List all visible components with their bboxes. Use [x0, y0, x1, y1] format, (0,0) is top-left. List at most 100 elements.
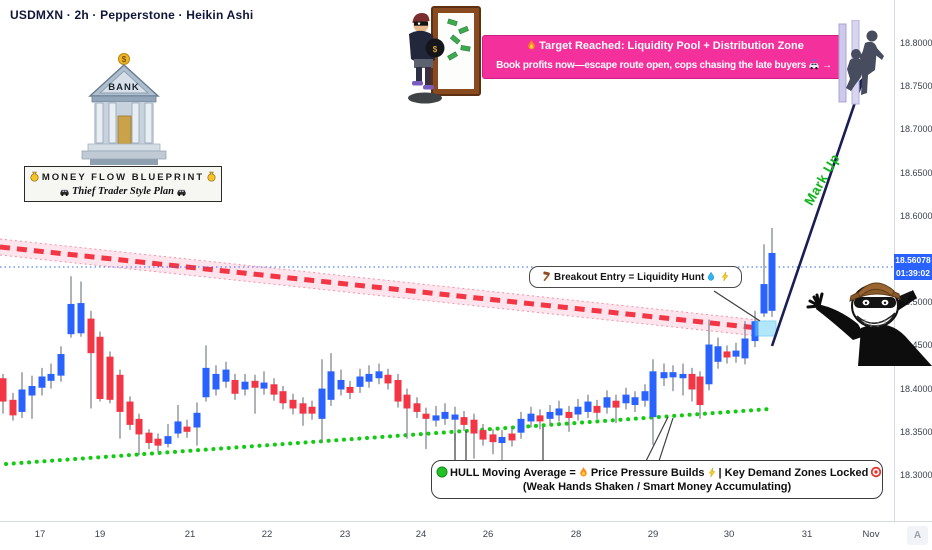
- candle: [394, 379, 402, 402]
- target-banner[interactable]: Target Reached: Liquidity Pool + Distrib…: [483, 36, 845, 78]
- candle: [741, 338, 749, 359]
- candle: [760, 284, 768, 314]
- candle: [183, 426, 191, 432]
- candle: [116, 374, 124, 412]
- car-icon: [177, 189, 186, 196]
- candle: [9, 399, 17, 416]
- time-axis-label: 23: [339, 529, 351, 540]
- banner-line1: Target Reached: Liquidity Pool + Distrib…: [539, 40, 804, 52]
- candle: [47, 373, 55, 381]
- price-axis-label: 18.80000: [900, 38, 932, 48]
- money-bag-icon: [30, 171, 39, 182]
- time-axis-label: 26: [482, 529, 494, 540]
- time-axis-label: 31: [801, 529, 813, 540]
- candle: [489, 434, 497, 443]
- candle: [164, 436, 172, 444]
- candle: [441, 411, 449, 419]
- candle: [432, 415, 440, 421]
- time-axis-label: 21: [184, 529, 196, 540]
- candle: [422, 413, 430, 419]
- blueprint-subtitle: Thief Trader Style Plan: [72, 185, 174, 197]
- time-axis-label: 29: [647, 529, 659, 540]
- time-axis-label: 22: [261, 529, 273, 540]
- candle: [688, 373, 696, 390]
- breakout-callout[interactable]: Breakout Entry = Liquidity Hunt: [529, 266, 743, 288]
- candle: [28, 386, 36, 396]
- breakout-text: Breakout Entry = Liquidity Hunt: [554, 272, 705, 283]
- candle: [270, 384, 278, 395]
- candle: [517, 418, 525, 433]
- candle: [660, 372, 668, 379]
- price-axis-label: 18.65000: [900, 167, 932, 178]
- candle: [222, 369, 230, 382]
- candle: [18, 389, 26, 412]
- candle: [77, 303, 85, 334]
- candle: [241, 381, 249, 390]
- candle: [38, 376, 46, 388]
- time-axis-label: 17: [34, 529, 46, 540]
- candle: [308, 406, 316, 414]
- candle: [57, 354, 65, 376]
- arrow-right-icon: →: [822, 60, 832, 71]
- candle: [193, 412, 201, 428]
- candle: [593, 405, 601, 413]
- candle: [631, 397, 639, 406]
- blueprint-label[interactable]: MONEY FLOW BLUEPRINT Thief Trader Style …: [24, 166, 222, 202]
- candle: [622, 394, 630, 404]
- candle: [384, 374, 392, 384]
- cops-illustration: [838, 20, 884, 105]
- price-axis-label: 18.45000: [900, 340, 932, 351]
- candle: [508, 433, 516, 441]
- candle: [356, 376, 364, 387]
- flame-icon: [528, 39, 535, 50]
- candle: [479, 430, 487, 440]
- candle: [413, 403, 421, 412]
- time-axis[interactable]: 17 19 21 22 23 24 26 28 29 30 31 Nov: [0, 521, 932, 550]
- hull-text-3: | Key Demand Zones Locked: [718, 467, 869, 479]
- candle: [574, 406, 582, 415]
- resistance-trendline: [0, 244, 759, 331]
- candle: [732, 350, 740, 357]
- candle: [251, 380, 259, 388]
- candle: [260, 382, 268, 389]
- car-icon: [60, 189, 69, 196]
- candle: [584, 401, 592, 412]
- lightning-icon: [722, 271, 729, 282]
- candle: [126, 401, 134, 425]
- hull-text-2: Price Pressure Builds: [590, 467, 705, 479]
- lightning-icon: [708, 467, 715, 478]
- candle: [327, 371, 335, 400]
- candle: [106, 356, 114, 400]
- candle: [365, 373, 373, 382]
- candle: [145, 432, 153, 444]
- grinning-thief-illustration: [806, 282, 932, 366]
- candle: [202, 367, 210, 398]
- candle: [212, 373, 220, 390]
- candle: [337, 379, 345, 390]
- candle: [705, 344, 713, 385]
- candle: [0, 378, 7, 402]
- candle: [96, 336, 104, 399]
- candle: [135, 418, 143, 435]
- candle: [696, 376, 704, 406]
- time-axis-label: 30: [723, 529, 735, 540]
- candle: [555, 408, 563, 416]
- auto-scale-button[interactable]: A: [907, 526, 928, 545]
- last-price-badge: 18.56078 01:39:02: [894, 254, 932, 280]
- target-icon: [871, 466, 882, 478]
- last-price-countdown: 01:39:02: [895, 268, 931, 278]
- price-axis-label: 18.60000: [900, 210, 932, 221]
- bank-dollar-sign: $: [122, 55, 127, 64]
- thief-door-illustration: $: [408, 6, 481, 104]
- blueprint-title: MONEY FLOW BLUEPRINT: [41, 172, 205, 183]
- markup-arrow: [770, 81, 864, 347]
- candle: [679, 373, 687, 379]
- bank-illustration: $ BANK: [81, 53, 167, 165]
- candle: [714, 346, 722, 362]
- candle: [375, 371, 383, 379]
- candle: [451, 414, 459, 420]
- hull-annotation-callout[interactable]: HULL Moving Average = Price Pressure Buil…: [431, 460, 883, 499]
- droplet-icon: [708, 271, 715, 281]
